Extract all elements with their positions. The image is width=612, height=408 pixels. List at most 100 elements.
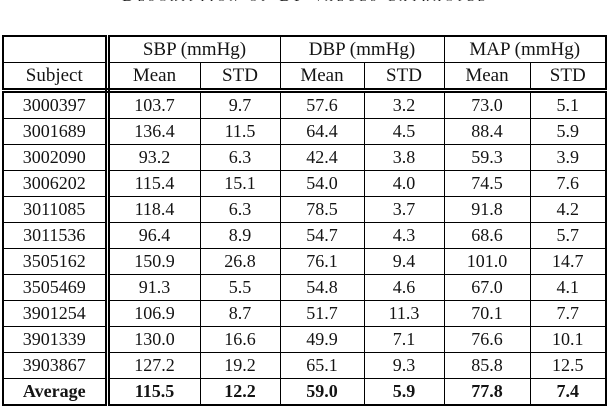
value-cell: 5.9 — [529, 118, 607, 145]
value-cell: 3.2 — [363, 90, 445, 119]
value-cell: 118.4 — [106, 196, 201, 223]
value-cell: 74.5 — [443, 170, 531, 197]
value-cell: 8.7 — [199, 300, 281, 327]
group-header-sbp: SBP (mmHg) — [106, 35, 281, 63]
subject-cell: 3901254 — [2, 300, 110, 327]
value-cell: 78.5 — [279, 196, 365, 223]
table-row: 3901339 130.0 16.6 49.9 7.1 76.6 10.1 — [2, 326, 607, 353]
value-cell: 88.4 — [443, 118, 531, 145]
dbp-std-header: STD — [363, 62, 445, 93]
table-row: 3011536 96.4 8.9 54.7 4.3 68.6 5.7 — [2, 222, 607, 249]
table-row: 3002090 93.2 6.3 42.4 3.8 59.3 3.9 — [2, 144, 607, 171]
value-cell: 54.7 — [279, 222, 365, 249]
value-cell: 14.7 — [529, 248, 607, 275]
subject-cell: 3505162 — [2, 248, 110, 275]
value-cell: 150.9 — [106, 248, 201, 275]
value-cell: 9.7 — [199, 90, 281, 119]
subject-cell: 3002090 — [2, 144, 110, 171]
value-cell: 57.6 — [279, 90, 365, 119]
table-row: 3505162 150.9 26.8 76.1 9.4 101.0 14.7 — [2, 248, 607, 275]
value-cell: 7.7 — [529, 300, 607, 327]
value-cell: 11.3 — [363, 300, 445, 327]
value-cell: 76.1 — [279, 248, 365, 275]
group-header-map: MAP (mmHg) — [443, 35, 607, 63]
value-cell: 7.1 — [363, 326, 445, 353]
value-cell: 4.3 — [363, 222, 445, 249]
table-row: 3903867 127.2 19.2 65.1 9.3 85.8 12.5 — [2, 352, 607, 379]
value-cell: 4.5 — [363, 118, 445, 145]
value-cell: 10.1 — [529, 326, 607, 353]
value-cell: 12.5 — [529, 352, 607, 379]
value-cell: 127.2 — [106, 352, 201, 379]
subject-column-header: Subject — [2, 62, 110, 93]
value-cell: 96.4 — [106, 222, 201, 249]
average-value-cell: 5.9 — [363, 378, 445, 406]
table-row: 3011085 118.4 6.3 78.5 3.7 91.8 4.2 — [2, 196, 607, 223]
value-cell: 9.3 — [363, 352, 445, 379]
subject-cell: 3001689 — [2, 118, 110, 145]
bp-values-table: SBP (mmHg) DBP (mmHg) MAP (mmHg) Subject… — [2, 35, 607, 406]
value-cell: 49.9 — [279, 326, 365, 353]
value-cell: 6.3 — [199, 196, 281, 223]
table-caption: Description of BP values extracted — [0, 0, 612, 6]
sbp-mean-header: Mean — [106, 62, 201, 93]
subject-cell: 3505469 — [2, 274, 110, 301]
table-row: 3001689 136.4 11.5 64.4 4.5 88.4 5.9 — [2, 118, 607, 145]
value-cell: 3.8 — [363, 144, 445, 171]
corner-cell — [2, 35, 110, 63]
value-cell: 8.9 — [199, 222, 281, 249]
group-header-row: SBP (mmHg) DBP (mmHg) MAP (mmHg) — [2, 35, 607, 63]
value-cell: 68.6 — [443, 222, 531, 249]
value-cell: 6.3 — [199, 144, 281, 171]
table-row: 3000397 103.7 9.7 57.6 3.2 73.0 5.1 — [2, 90, 607, 119]
value-cell: 7.6 — [529, 170, 607, 197]
value-cell: 130.0 — [106, 326, 201, 353]
value-cell: 59.3 — [443, 144, 531, 171]
value-cell: 115.4 — [106, 170, 201, 197]
average-value-cell: 115.5 — [106, 378, 201, 406]
value-cell: 136.4 — [106, 118, 201, 145]
average-value-cell: 7.4 — [529, 378, 607, 406]
subject-cell: 3903867 — [2, 352, 110, 379]
value-cell: 5.1 — [529, 90, 607, 119]
average-value-cell: 12.2 — [199, 378, 281, 406]
value-cell: 103.7 — [106, 90, 201, 119]
value-cell: 65.1 — [279, 352, 365, 379]
average-row: Average 115.5 12.2 59.0 5.9 77.8 7.4 — [2, 378, 607, 406]
subheader-row: Subject Mean STD Mean STD Mean STD — [2, 62, 607, 93]
value-cell: 64.4 — [279, 118, 365, 145]
value-cell: 93.2 — [106, 144, 201, 171]
value-cell: 85.8 — [443, 352, 531, 379]
value-cell: 91.8 — [443, 196, 531, 223]
value-cell: 16.6 — [199, 326, 281, 353]
value-cell: 67.0 — [443, 274, 531, 301]
average-value-cell: 77.8 — [443, 378, 531, 406]
value-cell: 54.8 — [279, 274, 365, 301]
subject-cell: 3011536 — [2, 222, 110, 249]
value-cell: 9.4 — [363, 248, 445, 275]
value-cell: 51.7 — [279, 300, 365, 327]
value-cell: 11.5 — [199, 118, 281, 145]
value-cell: 91.3 — [106, 274, 201, 301]
value-cell: 54.0 — [279, 170, 365, 197]
subject-cell: 3000397 — [2, 90, 110, 119]
value-cell: 15.1 — [199, 170, 281, 197]
value-cell: 19.2 — [199, 352, 281, 379]
value-cell: 3.7 — [363, 196, 445, 223]
value-cell: 73.0 — [443, 90, 531, 119]
value-cell: 5.7 — [529, 222, 607, 249]
map-std-header: STD — [529, 62, 607, 93]
dbp-mean-header: Mean — [279, 62, 365, 93]
table-row: 3901254 106.9 8.7 51.7 11.3 70.1 7.7 — [2, 300, 607, 327]
subject-cell: 3901339 — [2, 326, 110, 353]
value-cell: 76.6 — [443, 326, 531, 353]
value-cell: 4.1 — [529, 274, 607, 301]
value-cell: 4.0 — [363, 170, 445, 197]
value-cell: 4.6 — [363, 274, 445, 301]
sbp-std-header: STD — [199, 62, 281, 93]
average-label-cell: Average — [2, 378, 110, 406]
value-cell: 4.2 — [529, 196, 607, 223]
value-cell: 70.1 — [443, 300, 531, 327]
value-cell: 106.9 — [106, 300, 201, 327]
